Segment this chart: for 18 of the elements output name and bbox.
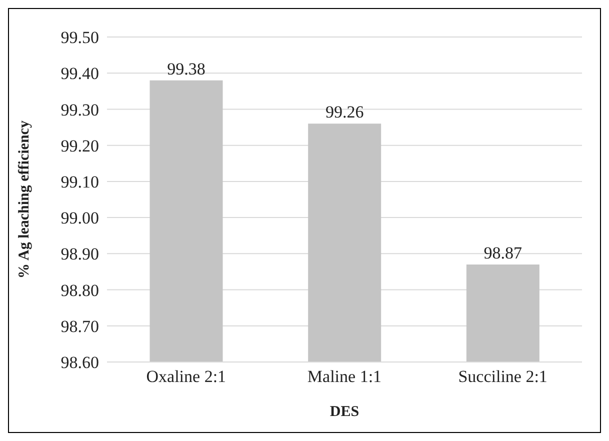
data-label: 98.87 <box>484 244 523 262</box>
y-tick-label: 99.00 <box>60 208 99 228</box>
x-axis-title: DES <box>330 404 360 420</box>
y-tick-label: 98.70 <box>60 316 99 336</box>
y-tick-label: 98.80 <box>60 280 99 300</box>
x-tick-label: Oxaline 2:1 <box>146 367 226 386</box>
y-tick-label: 99.40 <box>60 64 99 84</box>
y-axis-title: % Ag leaching efficiency <box>16 120 32 278</box>
y-tick-label: 98.90 <box>60 244 99 264</box>
y-tick-label: 99.10 <box>60 172 99 192</box>
y-tick-label: 98.60 <box>60 353 99 372</box>
data-label: 99.26 <box>325 102 364 122</box>
x-tick-label: Maline 1:1 <box>307 367 382 386</box>
y-tick-label: 99.50 <box>60 28 99 48</box>
y-tick-label: 99.20 <box>60 136 99 156</box>
x-tick-label: Succiline 2:1 <box>458 367 548 386</box>
data-label: 99.38 <box>167 59 206 78</box>
y-tick-label: 99.30 <box>60 100 99 120</box>
